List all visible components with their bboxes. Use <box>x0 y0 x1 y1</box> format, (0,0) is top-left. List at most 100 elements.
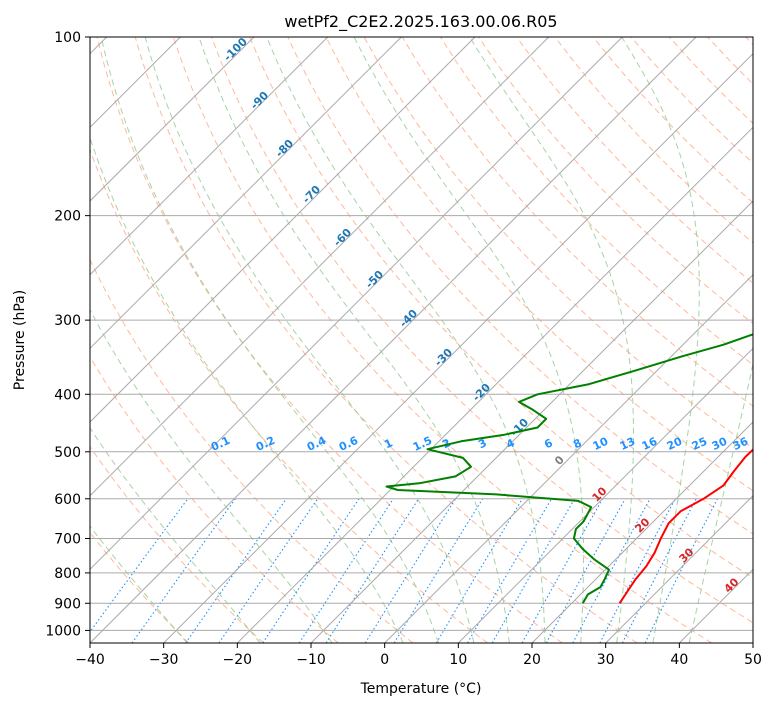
isotherm-gridline <box>384 273 753 643</box>
isotherm-gridline <box>90 37 476 423</box>
isotherm-label: -20 <box>470 381 493 404</box>
background-lines <box>90 37 753 643</box>
isotherm-gridline <box>90 37 402 350</box>
x-tick-label: −40 <box>75 652 105 668</box>
temperature-profile <box>618 448 753 604</box>
mixing-ratio-line <box>644 498 718 643</box>
mixing-ratio-line <box>218 498 319 643</box>
mixing-ratio-label: 30 <box>710 435 730 453</box>
isotherm-label: -100 <box>221 35 250 64</box>
isotherm-gridline <box>90 37 329 276</box>
mixing-ratio-label: 0.1 <box>209 434 232 454</box>
isotherm-label: 30 <box>677 545 697 565</box>
moist-adiabat <box>469 37 634 643</box>
isotherm-label: -70 <box>300 183 323 206</box>
mixing-ratio-label: 0.2 <box>254 434 277 454</box>
dewpoint-profile <box>385 333 753 604</box>
dry-adiabat <box>96 37 563 643</box>
y-axis-label: Pressure (hPa) <box>12 290 28 390</box>
isotherm-label: 0 <box>552 453 567 468</box>
mixing-ratio-line <box>621 498 697 643</box>
isotherm-label: -90 <box>248 89 271 112</box>
isotherm-gridline <box>163 52 753 643</box>
y-tick-label: 800 <box>54 566 81 582</box>
mixing-ratio-label: 20 <box>665 435 685 453</box>
x-tick-label: 40 <box>670 652 688 668</box>
isotherm-label: -50 <box>363 268 386 291</box>
y-tick-label: 400 <box>54 387 81 403</box>
dry-adiabat <box>554 37 753 244</box>
x-axis-label: Temperature (°C) <box>360 681 482 697</box>
dry-adiabat <box>707 37 753 85</box>
mixing-ratio-line <box>262 498 360 643</box>
isotherm-gridline <box>90 37 550 497</box>
isotherm-label: 20 <box>633 515 653 535</box>
moist-adiabat <box>90 308 333 643</box>
isotherm-gridline <box>310 200 753 643</box>
dry-adiabat <box>134 37 638 643</box>
moist-adiabat <box>144 37 475 643</box>
x-tick-label: −30 <box>149 652 179 668</box>
plot-frame <box>89 36 754 644</box>
mixing-ratio-label: 8 <box>571 436 583 451</box>
moist-adiabat <box>198 37 510 643</box>
mixing-ratio-line <box>325 498 420 643</box>
x-tick-label: −10 <box>296 652 326 668</box>
dry-adiabat <box>90 355 339 643</box>
line-labels: -100-90-80-70-60-50-40-30-20-10010203040… <box>209 35 751 596</box>
moist-adiabat <box>90 427 261 643</box>
mixing-ratio-label: 0.6 <box>337 434 360 454</box>
x-tick-label: 50 <box>744 652 762 668</box>
isotherm-gridline <box>90 37 255 202</box>
mixing-ratio-line <box>435 498 523 643</box>
isotherm-gridline <box>605 494 753 643</box>
dry-adiabat <box>516 37 753 284</box>
isotherm-label: 40 <box>722 575 742 595</box>
x-tick-label: 0 <box>380 652 389 668</box>
mixing-ratio-label: 36 <box>731 435 751 453</box>
isotherm-gridline <box>90 37 623 571</box>
chart-title: wetPf2_C2E2.2025.163.00.06.R05 <box>284 12 557 32</box>
x-tick-label: 10 <box>449 652 467 668</box>
mixing-ratio-label: 6 <box>542 436 555 451</box>
mixing-ratio-line <box>90 498 189 633</box>
y-axis: 100 200 300 400 500 600 700 800 900 1000 <box>45 30 90 639</box>
dry-adiabat <box>90 531 190 643</box>
mixing-ratio-line <box>572 498 651 643</box>
x-axis: −40 −30 −20 −10 0 10 20 30 40 50 <box>75 643 762 668</box>
isotherm-gridline <box>531 421 753 643</box>
isotherm-label: 10 <box>590 484 610 504</box>
dry-adiabat <box>90 445 264 643</box>
y-tick-label: 700 <box>54 532 81 548</box>
moist-adiabat <box>100 37 439 643</box>
y-tick-label: 200 <box>54 209 81 225</box>
moist-adiabat <box>353 37 584 643</box>
dry-adiabat <box>90 148 488 643</box>
mixing-ratio-label: 0.4 <box>305 434 328 454</box>
y-tick-label: 500 <box>54 445 81 461</box>
moist-adiabat <box>266 37 546 643</box>
profile-lines <box>385 333 753 604</box>
mixing-ratio-label: 25 <box>690 435 709 453</box>
isotherm-gridline <box>457 347 753 643</box>
isotherm-label: -60 <box>331 226 354 249</box>
dry-adiabat <box>249 37 753 579</box>
mixing-ratio-line <box>599 498 676 643</box>
mixing-ratio-line <box>364 498 457 643</box>
mixing-ratio-label: 16 <box>640 435 660 453</box>
dry-adiabat <box>325 37 753 492</box>
isotherm-label: -30 <box>432 346 455 369</box>
y-tick-label: 1000 <box>45 623 81 639</box>
mixing-ratio-line <box>131 498 236 643</box>
mixing-ratio-label: 13 <box>618 435 637 453</box>
dry-adiabat <box>745 37 753 46</box>
y-tick-label: 900 <box>54 596 81 612</box>
isotherm-gridline <box>90 37 697 643</box>
y-tick-label: 300 <box>54 313 81 329</box>
dry-adiabat <box>172 37 712 643</box>
mixing-ratio-line <box>393 498 484 643</box>
x-tick-label: 20 <box>523 652 541 668</box>
isotherm-label: -80 <box>273 137 296 160</box>
